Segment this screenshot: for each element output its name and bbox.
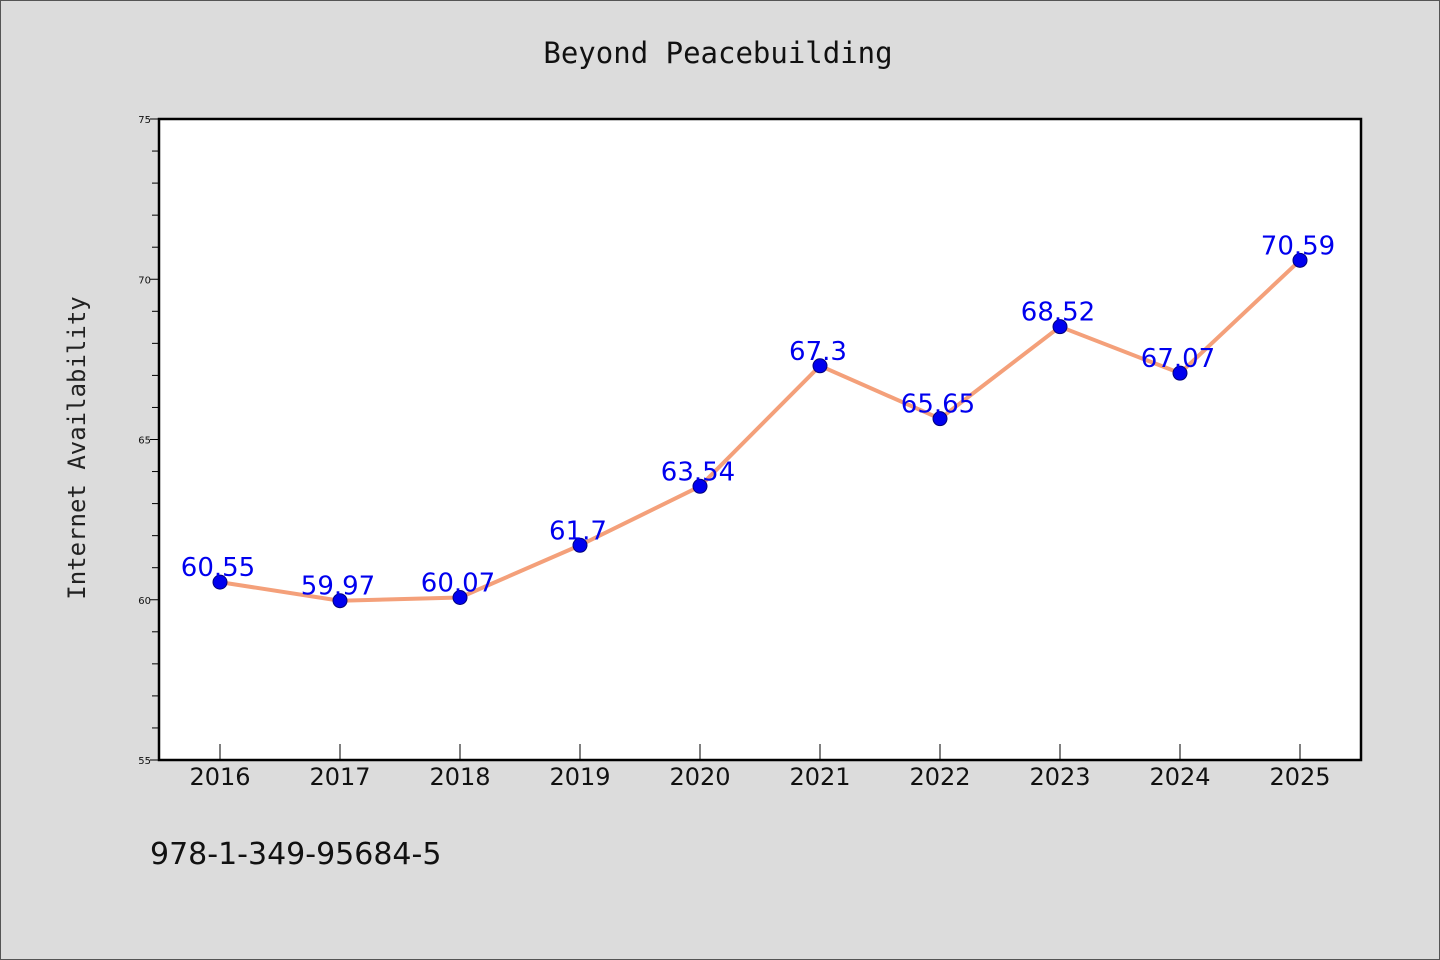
x-tick-label: 2021	[789, 763, 850, 791]
data-markers	[212, 252, 1308, 609]
x-tick-label: 2023	[1029, 763, 1090, 791]
data-label: 60.55	[181, 553, 255, 583]
y-tick-label: 65	[138, 436, 151, 447]
y-tick-label: 55	[138, 756, 151, 767]
y-tick-label: 70	[138, 275, 151, 286]
data-label: 68.52	[1021, 298, 1095, 328]
data-point	[332, 593, 348, 609]
y-tick-label: 60	[138, 596, 151, 607]
isbn-footer: 978-1-349-95684-5	[150, 837, 441, 872]
data-label: 70.59	[1261, 231, 1335, 261]
data-labels: 60.55 59.97 60.07 61.7 63.54 67.3 65.65 68.52 67…	[181, 231, 1335, 601]
data-point	[1292, 252, 1308, 268]
x-tick-labels: 2016 2017 2018 2019 2020 2021 2022 2023 2024 2025	[189, 763, 1330, 791]
data-label: 65.65	[901, 390, 975, 420]
data-point	[572, 537, 588, 553]
data-label: 67.3	[789, 337, 847, 367]
y-tick-label: 75	[138, 115, 151, 126]
x-tick-label: 2022	[909, 763, 970, 791]
data-point	[1052, 319, 1068, 335]
data-label: 61.7	[549, 516, 607, 546]
x-tick-label: 2018	[429, 763, 490, 791]
x-tick-label: 2020	[669, 763, 730, 791]
data-point	[452, 590, 468, 606]
x-tick-label: 2017	[309, 763, 370, 791]
data-point	[212, 574, 228, 590]
x-tick-label: 2024	[1149, 763, 1210, 791]
data-point	[1172, 365, 1188, 381]
data-point	[932, 411, 948, 427]
data-label: 59.97	[301, 572, 375, 602]
plot-area	[159, 119, 1361, 760]
x-tick-label: 2025	[1269, 763, 1330, 791]
y-tick-labels: 55 60 65 70 75	[138, 115, 151, 767]
y-axis-label: Internet Availability	[63, 296, 91, 599]
series-line	[219, 258, 1302, 603]
data-label: 60.07	[421, 569, 495, 599]
plot-border	[157, 117, 1363, 762]
x-tick-label: 2019	[549, 763, 610, 791]
data-label: 63.54	[661, 457, 735, 487]
data-label: 67.07	[1141, 344, 1215, 374]
data-point	[812, 358, 828, 374]
data-point	[692, 478, 708, 494]
chart-title: Beyond Peacebuilding	[543, 36, 892, 70]
x-tick-label: 2016	[189, 763, 250, 791]
